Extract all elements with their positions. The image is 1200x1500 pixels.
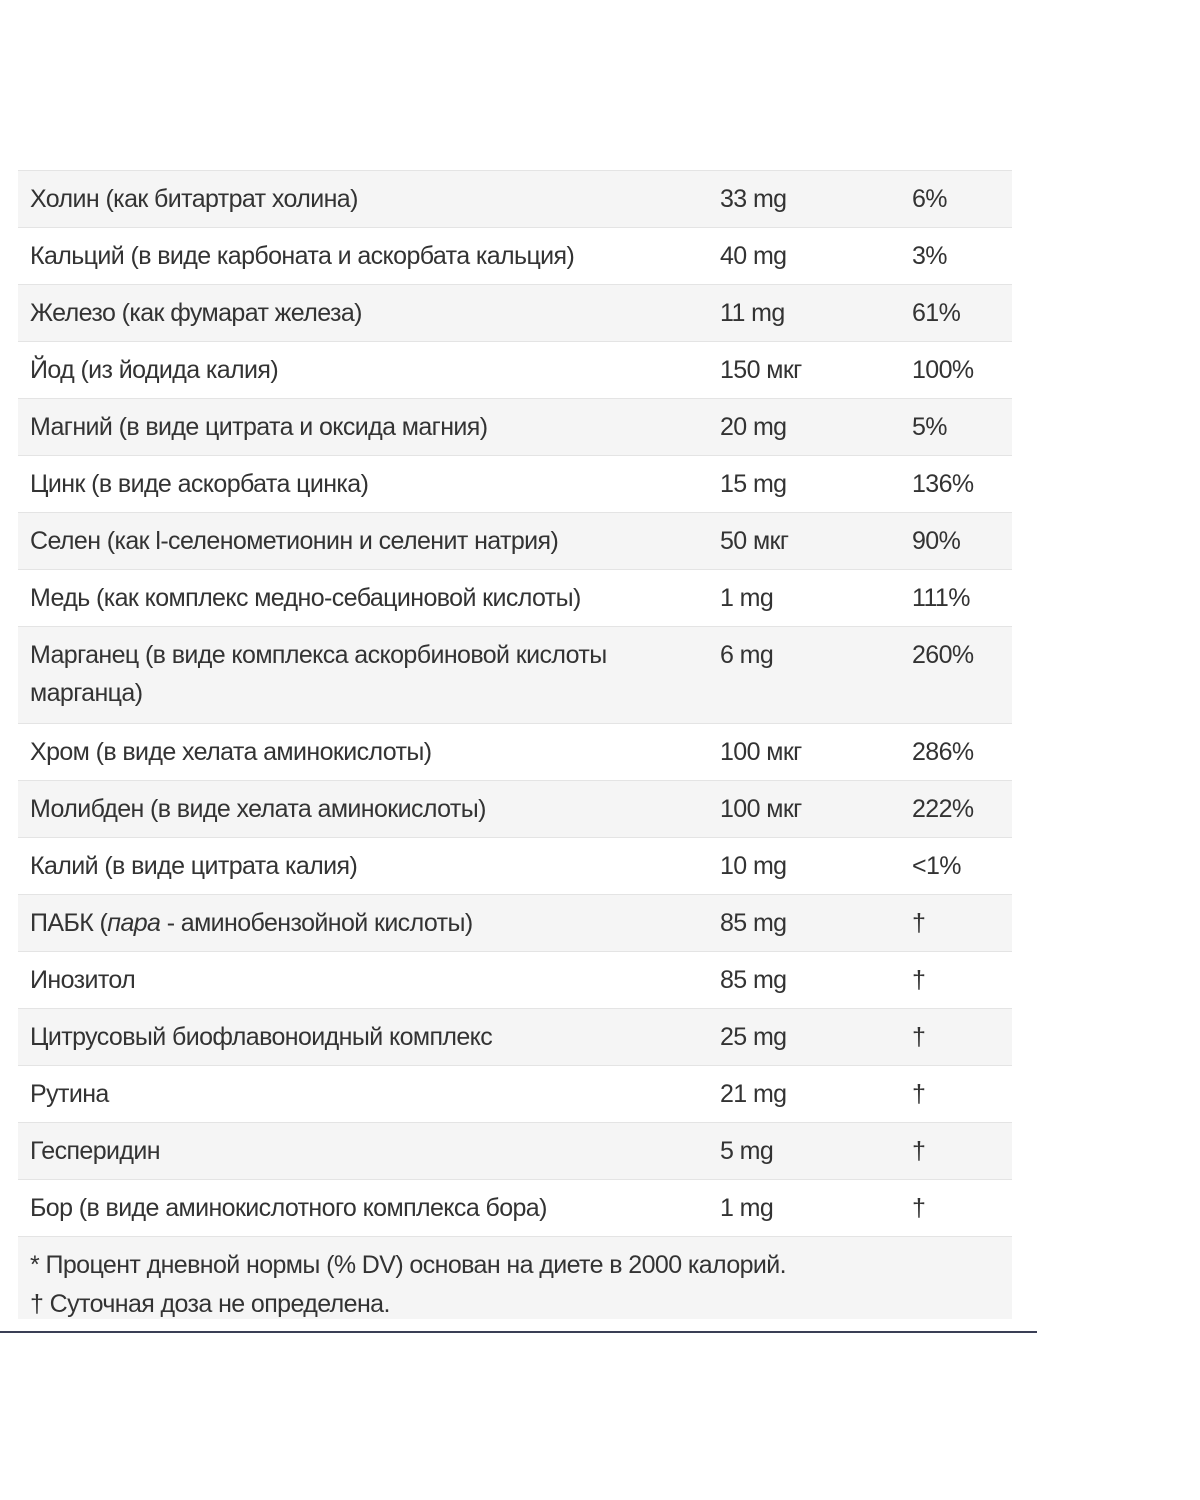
nutrition-table: Холин (как битартрат холина) 33 mg 6% Ка… — [18, 170, 1012, 1319]
ingredient-daily-value: 61% — [912, 299, 961, 327]
table-row: Кальций (в виде карбоната и аскорбата ка… — [18, 228, 1012, 285]
table-row: Калий (в виде цитрата калия) 10 mg <1% — [18, 838, 1012, 895]
ingredient-name: Холин (как битартрат холина) — [30, 185, 358, 213]
ingredient-amount: 85 mg — [720, 966, 787, 994]
table-row: Хром (в виде хелата аминокислоты) 100 мк… — [18, 724, 1012, 781]
ingredient-amount: 40 mg — [720, 242, 787, 270]
table-row: Йод (из йодида калия) 150 мкг 100% — [18, 342, 1012, 399]
ingredient-name: Цинк (в виде аскорбата цинка) — [30, 470, 369, 498]
table-row: Магний (в виде цитрата и оксида магния) … — [18, 399, 1012, 456]
ingredient-daily-value: † — [912, 1137, 926, 1165]
ingredient-daily-value: <1% — [912, 852, 962, 880]
ingredient-amount: 25 mg — [720, 1023, 787, 1051]
ingredient-name: Хром (в виде хелата аминокислоты) — [30, 738, 432, 766]
ingredient-amount: 10 mg — [720, 852, 787, 880]
ingredient-name: Молибден (в виде хелата аминокислоты) — [30, 795, 486, 823]
daily-value-footnote: * Процент дневной нормы (% DV) основан н… — [30, 1251, 787, 1279]
ingredient-daily-value: 5% — [912, 413, 948, 441]
ingredient-amount: 6 mg — [720, 641, 774, 669]
ingredient-daily-value: † — [912, 966, 926, 994]
ingredient-daily-value: 3% — [912, 242, 948, 270]
table-row: Марганец (в виде комплекса аскорбиновой … — [18, 627, 1012, 724]
table-footnotes: * Процент дневной нормы (% DV) основан н… — [18, 1237, 1012, 1319]
table-row: Холин (как битартрат холина) 33 mg 6% — [18, 170, 1012, 228]
ingredient-amount: 1 mg — [720, 1194, 774, 1222]
ingredient-name: Медь (как комплекс медно-себациновой кис… — [30, 584, 581, 612]
ingredient-name: Инозитол — [30, 966, 136, 994]
ingredient-name: ПАБК (пара - аминобензойной кислоты) — [18, 895, 718, 951]
table-row: Бор (в виде аминокислотного комплекса бо… — [18, 1180, 1012, 1237]
ingredient-amount: 5 mg — [720, 1137, 774, 1165]
ingredient-daily-value: † — [912, 1023, 926, 1051]
ingredient-name: Кальций (в виде карбоната и аскорбата ка… — [30, 242, 575, 270]
dagger-footnote: † Суточная доза не определена. — [30, 1290, 390, 1318]
ingredient-daily-value: † — [912, 909, 926, 937]
ingredient-amount: 150 мкг — [720, 356, 802, 384]
ingredient-daily-value: 111% — [912, 584, 970, 612]
ingredient-daily-value: 6% — [912, 185, 948, 213]
ingredient-name: Селен (как l-селенометионин и селенит на… — [30, 527, 559, 555]
ingredient-amount: 20 mg — [720, 413, 787, 441]
bottom-divider — [0, 1331, 1037, 1333]
table-row: Инозитол 85 mg † — [18, 952, 1012, 1009]
ingredient-name: Калий (в виде цитрата калия) — [30, 852, 358, 880]
ingredient-daily-value: † — [912, 1194, 926, 1222]
ingredient-name-prefix: ПАБК ( — [30, 909, 108, 937]
ingredient-daily-value: 222% — [912, 795, 974, 823]
ingredient-amount: 33 mg — [720, 185, 787, 213]
ingredient-daily-value: † — [912, 1080, 926, 1108]
ingredient-amount: 1 mg — [720, 584, 774, 612]
table-row: Цинк (в виде аскорбата цинка) 15 mg 136% — [18, 456, 1012, 513]
ingredient-amount: 100 мкг — [720, 738, 802, 766]
ingredient-name-italic: пара — [107, 909, 161, 937]
table-row: Рутина 21 mg † — [18, 1066, 1012, 1123]
ingredient-daily-value: 260% — [912, 641, 974, 669]
ingredient-amount: 21 mg — [720, 1080, 787, 1108]
ingredient-name-suffix: - аминобензойной кислоты) — [160, 909, 473, 937]
table-row: Молибден (в виде хелата аминокислоты) 10… — [18, 781, 1012, 838]
ingredient-amount: 85 mg — [720, 909, 787, 937]
ingredient-name: Йод (из йодида калия) — [30, 356, 279, 384]
table-row: Медь (как комплекс медно-себациновой кис… — [18, 570, 1012, 627]
ingredient-amount: 15 mg — [720, 470, 787, 498]
table-row: Гесперидин 5 mg † — [18, 1123, 1012, 1180]
ingredient-daily-value: 136% — [912, 470, 974, 498]
ingredient-amount: 11 mg — [720, 299, 785, 327]
table-row: Цитрусовый биофлавоноидный комплекс 25 m… — [18, 1009, 1012, 1066]
ingredient-name: Железо (как фумарат железа) — [30, 299, 363, 327]
table-row: Железо (как фумарат железа) 11 mg 61% — [18, 285, 1012, 342]
ingredient-amount: 50 мкг — [720, 527, 789, 555]
ingredient-name: Марганец (в виде комплекса аскорбиновой … — [30, 641, 607, 707]
ingredient-daily-value: 90% — [912, 527, 961, 555]
ingredient-name: Магний (в виде цитрата и оксида магния) — [30, 413, 488, 441]
ingredient-name: Рутина — [30, 1080, 109, 1108]
ingredient-daily-value: 100% — [912, 356, 974, 384]
ingredient-name: Бор (в виде аминокислотного комплекса бо… — [30, 1194, 547, 1222]
ingredient-daily-value: 286% — [912, 738, 974, 766]
ingredient-name: Гесперидин — [30, 1137, 161, 1165]
table-row: Селен (как l-селенометионин и селенит на… — [18, 513, 1012, 570]
ingredient-name: Цитрусовый биофлавоноидный комплекс — [30, 1023, 493, 1051]
ingredient-amount: 100 мкг — [720, 795, 802, 823]
table-row: ПАБК (пара - аминобензойной кислоты) 85 … — [18, 895, 1012, 952]
